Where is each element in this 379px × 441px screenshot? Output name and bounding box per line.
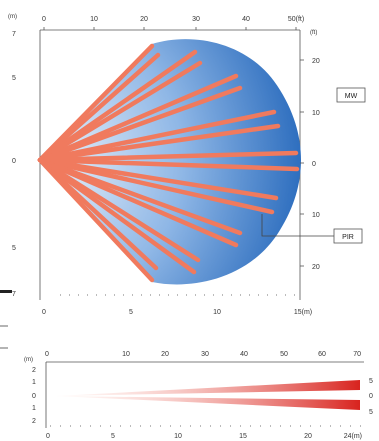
right-axis-tick-label: 20 (312, 264, 320, 271)
pir-beam (37, 157, 155, 283)
left-axis-tick-label: 5 (12, 75, 16, 82)
pir-callout: PIR (261, 214, 363, 244)
side-right-axis: 5 0 5 (369, 378, 373, 416)
side-beam-lower (56, 396, 360, 410)
right-axis-tick-label: 20 (312, 58, 320, 65)
right-axis-tick-label: 10 (312, 212, 320, 219)
pir-label: PIR (342, 234, 354, 241)
pir-beam (37, 52, 161, 163)
side-top-axis-tick-label: 60 (318, 351, 326, 358)
side-left-axis-tick-label: 1 (32, 379, 36, 386)
mw-callout: MW (336, 87, 366, 103)
pir-beam (37, 157, 239, 248)
side-left-axis: (m) 2 1 0 1 2 (24, 357, 36, 425)
side-bottom-axis-tick-label: 15 (239, 433, 247, 440)
top-axis-tick-label: 10 (90, 16, 98, 23)
bottom-axis: 0 5 10 15(m) (42, 294, 312, 316)
side-left-axis-tick-label: 2 (32, 418, 36, 425)
side-top-axis-tick-label: 70 (353, 351, 361, 358)
side-top-axis-tick-label: 20 (161, 351, 169, 358)
side-top-axis-tick-label: 10 (122, 351, 130, 358)
side-bottom-axis-tick-label: 24(m) (344, 433, 362, 440)
side-right-axis-tick-label: 5 (369, 378, 373, 385)
side-bottom-axis: 0 5 10 15 20 24(m) (46, 425, 364, 440)
pir-beam (37, 157, 279, 201)
top-axis: 0 10 20 30 40 50(ft) (42, 16, 304, 30)
side-top-axis-tick-label: 0 (45, 351, 49, 358)
side-top-axis: 0 10 20 30 40 50 60 70 (45, 351, 361, 358)
side-bottom-axis-tick-label: 10 (174, 433, 182, 440)
left-axis-tick-label: 5 (12, 245, 16, 252)
pir-beam (37, 157, 275, 215)
side-left-axis-tick-label: 0 (32, 393, 36, 400)
side-right-axis-tick-label: 5 (369, 409, 373, 416)
side-bottom-axis-tick-label: 20 (304, 433, 312, 440)
side-beam-upper (56, 380, 360, 396)
left-axis-unit: (m) (8, 14, 17, 20)
pir-beam (37, 157, 300, 172)
bottom-axis-tick-label: 5 (129, 309, 133, 316)
side-view: 0 10 20 30 40 50 60 70 (m) 2 1 0 1 2 5 0… (0, 347, 373, 440)
side-bottom-axis-tick-label: 5 (111, 433, 115, 440)
left-axis-tick-label: 0 (12, 158, 16, 165)
right-axis-unit: (ft) (310, 30, 317, 36)
bottom-axis-tick-label: 15(m) (294, 309, 312, 316)
side-beams (56, 380, 360, 410)
right-axis: (ft) 20 10 0 10 20 (300, 30, 320, 271)
side-left-axis-tick-label: 1 (32, 405, 36, 412)
right-axis-tick-label: 0 (312, 161, 316, 168)
top-axis-tick-label: 20 (140, 16, 148, 23)
bottom-axis-tick-label: 10 (213, 309, 221, 316)
pir-beam (37, 123, 281, 163)
side-top-axis-tick-label: 30 (201, 351, 209, 358)
pir-beam (37, 109, 277, 163)
pir-beam (37, 150, 299, 163)
bottom-axis-tick-label: 0 (42, 309, 46, 316)
right-axis-tick-label: 10 (312, 110, 320, 117)
top-axis-tick-label: 30 (192, 16, 200, 23)
top-axis-tick-label: 0 (42, 16, 46, 23)
pir-beam (37, 60, 203, 163)
side-top-axis-tick-label: 40 (240, 351, 248, 358)
left-axis-tick-label: 7 (12, 31, 16, 38)
side-left-axis-unit: (m) (24, 357, 33, 363)
divider-mark (0, 290, 12, 293)
pir-beams (37, 43, 300, 283)
left-axis: (m) 7 5 0 5 7 (8, 14, 17, 298)
side-right-axis-tick-label: 0 (369, 393, 373, 400)
side-bottom-axis-tick-label: 0 (46, 433, 50, 440)
mw-label: MW (345, 93, 358, 100)
top-axis-tick-label: 40 (242, 16, 250, 23)
pir-beam (37, 157, 197, 275)
left-axis-tick-label: 7 (12, 291, 16, 298)
pir-beam (37, 85, 243, 163)
top-view: 0 10 20 30 40 50(ft) (m) 7 5 0 5 7 (ft) … (0, 14, 366, 327)
side-left-axis-tick-label: 2 (32, 367, 36, 374)
top-axis-tick-label: 50(ft) (288, 16, 304, 23)
side-top-axis-tick-label: 50 (280, 351, 288, 358)
